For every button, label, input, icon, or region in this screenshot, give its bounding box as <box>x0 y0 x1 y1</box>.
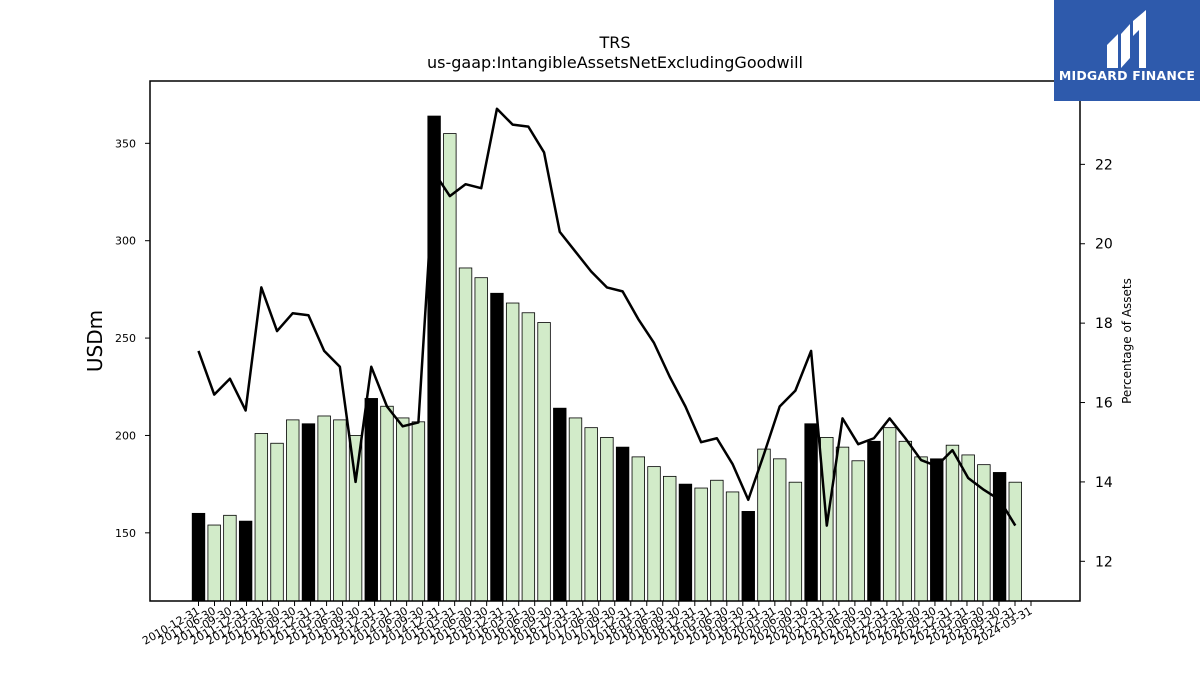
bar-2019-12-31 <box>757 448 771 602</box>
bar-2019-03-31 <box>710 479 724 602</box>
bar-2021-06-30 <box>851 460 865 602</box>
bar-2014-03-31 <box>396 417 410 602</box>
bar-2012-06-30 <box>286 419 300 602</box>
y2-axis-label: Percentage of Assets <box>1120 278 1134 404</box>
y2-tick-label: 14 <box>1095 475 1113 491</box>
bar-series <box>191 115 1022 602</box>
right-axis-ticks: 12 14 16 18 20 22 <box>1080 157 1113 570</box>
bar-2013-03-31 <box>333 419 347 602</box>
bar-2016-12-31 <box>568 417 583 602</box>
midgard-m-logo-icon <box>1107 10 1146 68</box>
bar-2020-09-30 <box>804 423 818 602</box>
chart-subtitle: us-gaap:IntangibleAssetsNetExcludingGood… <box>427 53 803 72</box>
left-axis-ticks: 150 200 250 300 350 <box>115 137 150 540</box>
y-tick-label: 200 <box>115 429 136 442</box>
bar-2015-12-31 <box>505 302 520 602</box>
y-tick-label: 300 <box>115 235 136 248</box>
x-axis-ticks: 2010-12-312011-06-302011-09-302011-12-31… <box>140 601 1035 648</box>
bar-2022-03-31 <box>898 440 913 602</box>
bar-2014-06-30 <box>411 421 426 602</box>
bar-2020-06-30 <box>788 481 803 602</box>
bar-2015-06-30 <box>474 277 488 602</box>
brand-logo: MIDGARD FINANCE <box>1054 0 1200 101</box>
bar-2022-12-31 <box>945 444 960 602</box>
bar-2011-09-30 <box>238 520 253 602</box>
y2-tick-label: 16 <box>1095 396 1113 412</box>
y2-tick-label: 18 <box>1095 316 1113 332</box>
bar-2016-09-30 <box>553 407 567 602</box>
bar-2018-03-31 <box>647 466 661 602</box>
bar-2018-09-30 <box>678 483 693 602</box>
percentage-line <box>197 107 1017 527</box>
y2-tick-label: 20 <box>1095 237 1113 253</box>
bar-2017-06-30 <box>600 436 614 602</box>
bar-2013-09-30 <box>364 398 378 602</box>
bar-2022-06-30 <box>914 456 928 602</box>
bar-2012-03-31 <box>270 442 284 602</box>
bar-2014-12-31 <box>443 133 457 602</box>
bar-2011-12-31 <box>254 433 269 602</box>
bar-2021-03-31 <box>835 446 850 602</box>
bar-2011-06-30 <box>223 514 237 602</box>
bar-2021-12-31 <box>882 427 897 602</box>
bar-2018-12-31 <box>694 487 708 602</box>
bar-2019-06-30 <box>725 491 740 602</box>
bar-2018-06-30 <box>663 475 677 602</box>
bar-2010-12-31 <box>191 512 206 602</box>
bar-2022-09-30 <box>930 458 944 602</box>
chart-title: TRS <box>598 33 630 52</box>
bar-2023-09-30 <box>992 472 1007 602</box>
bar-2016-06-30 <box>537 322 551 602</box>
y-tick-label: 250 <box>115 332 136 345</box>
bar-2012-12-31 <box>317 415 331 602</box>
y-tick-label: 350 <box>115 137 136 150</box>
bar-2023-12-31 <box>1008 481 1022 602</box>
bar-2020-03-31 <box>773 458 787 602</box>
brand-name: MIDGARD FINANCE <box>1058 68 1196 83</box>
bar-2012-09-30 <box>301 423 316 602</box>
bar-2017-12-31 <box>631 456 646 602</box>
bar-2013-12-31 <box>380 405 394 602</box>
bar-2016-03-31 <box>521 312 536 602</box>
bar-2019-09-30 <box>741 511 755 602</box>
y-axis-label: USDm <box>83 310 107 372</box>
y2-tick-label: 12 <box>1095 554 1113 570</box>
bar-2015-03-31 <box>458 267 473 602</box>
bar-2011-03-31 <box>207 524 221 602</box>
bar-2015-09-30 <box>490 292 504 602</box>
bar-2013-06-30 <box>348 435 363 602</box>
bar-2021-09-30 <box>867 440 881 602</box>
y-tick-label: 150 <box>115 527 136 540</box>
bar-2017-09-30 <box>615 446 630 602</box>
bar-2017-03-31 <box>584 427 598 602</box>
y2-tick-label: 22 <box>1095 157 1113 173</box>
